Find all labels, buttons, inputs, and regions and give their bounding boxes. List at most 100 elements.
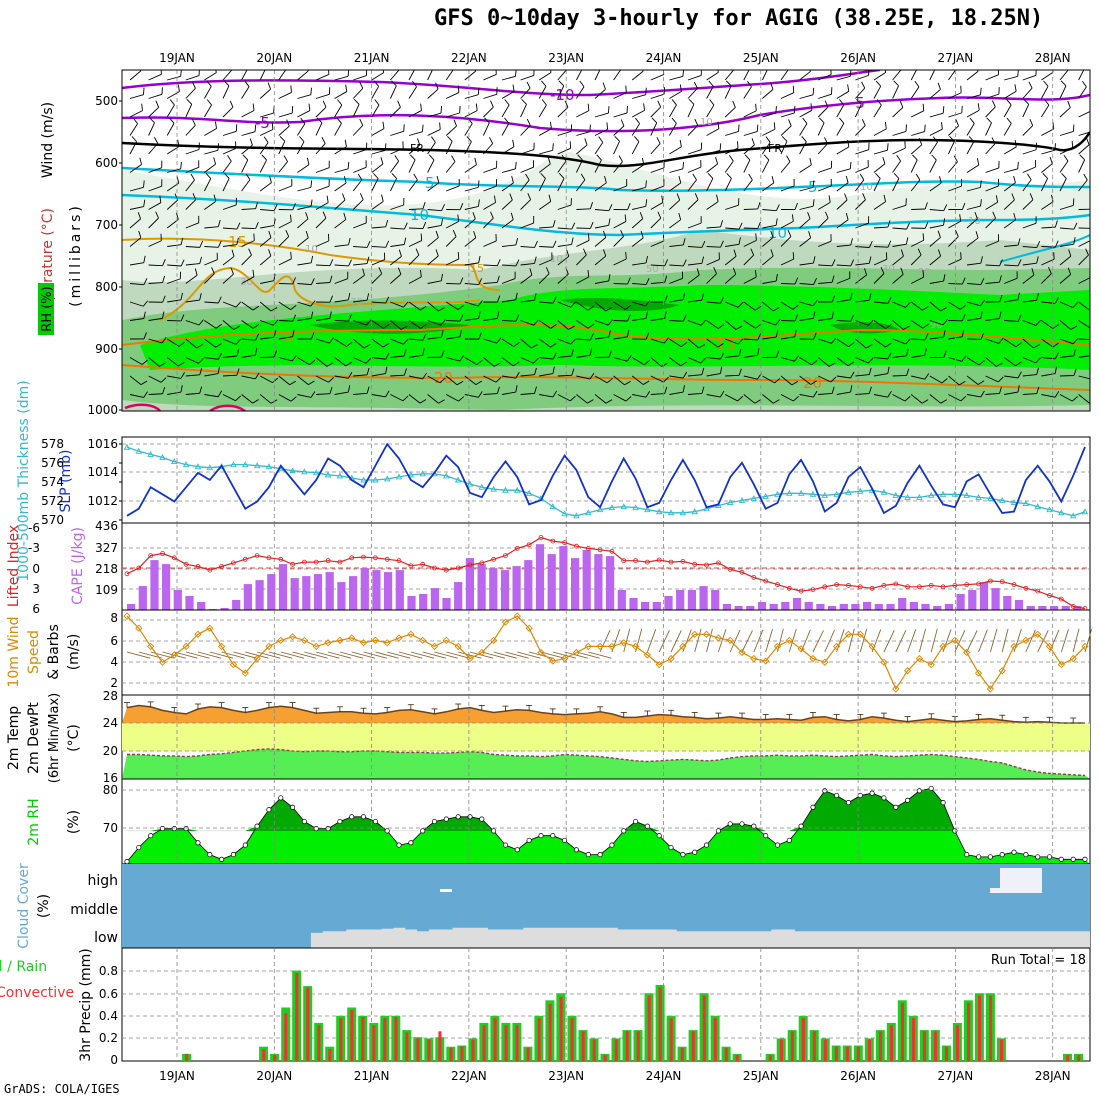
wind-barb bbox=[445, 301, 459, 310]
wind-barb-flag bbox=[534, 367, 537, 375]
wind-barb-flag bbox=[813, 332, 817, 340]
wind-barb bbox=[929, 209, 944, 212]
wind10-speed-point bbox=[395, 634, 403, 642]
wind-barb bbox=[706, 394, 721, 398]
wind-barb-flag bbox=[382, 121, 385, 129]
axis-tick-label: 578 bbox=[41, 437, 64, 451]
wind10-barb bbox=[824, 629, 835, 653]
wind-barb bbox=[371, 259, 385, 266]
cape-bar bbox=[746, 606, 755, 610]
wind-barb bbox=[687, 149, 702, 155]
lifted-index-point bbox=[964, 582, 970, 587]
wind-barb-flag bbox=[420, 103, 422, 111]
wind-barb-flag bbox=[1052, 342, 1059, 348]
wind-barb-flag bbox=[887, 296, 892, 304]
precip-conv-bar bbox=[680, 1047, 684, 1061]
wind-barb bbox=[259, 182, 272, 192]
wind-barb-flag bbox=[974, 211, 978, 219]
thickness-point bbox=[998, 497, 1006, 503]
lifted-index-point bbox=[775, 582, 780, 587]
wind-barb bbox=[1078, 277, 1090, 284]
cape-bar bbox=[313, 574, 323, 610]
wind-barb-flag bbox=[292, 203, 296, 210]
wind10-speed-point bbox=[490, 636, 498, 644]
wind-barb bbox=[780, 185, 795, 192]
wind-barb bbox=[669, 299, 684, 303]
wind-barb bbox=[687, 357, 702, 364]
wind-barb bbox=[167, 75, 181, 81]
cape-bar bbox=[512, 566, 521, 610]
wind-barb bbox=[241, 254, 252, 266]
wind-barb bbox=[1004, 75, 1018, 81]
wind-barb bbox=[185, 357, 199, 364]
wind-barb bbox=[594, 182, 607, 192]
wind-barb bbox=[334, 244, 349, 247]
wind-barb-flag bbox=[605, 307, 613, 312]
wind-barb-flag bbox=[478, 391, 483, 398]
wind10-barb bbox=[966, 630, 978, 653]
rh2m-point bbox=[1058, 856, 1064, 862]
wind-barb bbox=[297, 110, 311, 118]
wind-barb bbox=[1003, 104, 1012, 118]
wind-barb-flag bbox=[1017, 259, 1022, 267]
wind-barb bbox=[818, 74, 832, 81]
wind-barb-flag bbox=[510, 212, 514, 220]
wind-barb bbox=[762, 182, 775, 192]
wind-barb bbox=[985, 106, 996, 118]
wind-barb bbox=[185, 246, 200, 248]
wind-barb bbox=[260, 280, 275, 284]
wind-barb bbox=[334, 264, 349, 267]
wind-barb-flag bbox=[477, 87, 480, 95]
wind10-speed-point bbox=[537, 648, 545, 657]
wind-barb bbox=[910, 70, 917, 81]
wind-barb-flag bbox=[754, 306, 762, 311]
wind-barb-flag bbox=[765, 136, 771, 143]
wind-barb bbox=[594, 224, 609, 229]
wind-barb-flag bbox=[707, 173, 714, 179]
wind-barb-flag bbox=[441, 204, 445, 211]
wind10-barb bbox=[1037, 630, 1049, 653]
wind-barb-flag bbox=[664, 275, 668, 283]
precip-conv-bar bbox=[471, 1039, 475, 1061]
wind-barb bbox=[241, 131, 256, 136]
wind-barb-flag bbox=[422, 124, 424, 132]
precip-conv-bar bbox=[900, 1002, 904, 1061]
wind-barb bbox=[520, 149, 535, 155]
wind-barb bbox=[948, 92, 962, 99]
wind-barb bbox=[539, 373, 554, 377]
wind-barb bbox=[483, 375, 497, 383]
wind-barb bbox=[185, 320, 200, 326]
wind-barb bbox=[222, 148, 237, 155]
wind-barb-flag bbox=[731, 63, 734, 69]
wind-barb-flag bbox=[757, 348, 760, 356]
wind-barb-flag bbox=[143, 311, 146, 319]
wind-barb bbox=[390, 273, 402, 284]
wind-barb bbox=[353, 263, 368, 266]
thickness-point bbox=[171, 458, 178, 465]
wind-barb-flag bbox=[381, 194, 384, 202]
wind-barb bbox=[148, 73, 162, 81]
wind-barb bbox=[911, 354, 926, 358]
wind-barb bbox=[520, 262, 535, 266]
rh2m-point bbox=[751, 823, 757, 829]
wind-barb-flag bbox=[159, 195, 162, 203]
wind-barb-flag bbox=[477, 300, 483, 307]
wind-barb bbox=[631, 70, 644, 81]
thickness-point bbox=[242, 461, 249, 468]
wind-barb bbox=[1004, 299, 1019, 303]
wind-barb bbox=[743, 338, 758, 341]
wind-barb bbox=[1003, 357, 1016, 367]
wind-barb bbox=[1041, 246, 1056, 248]
wind-barb bbox=[1041, 338, 1054, 348]
wind-barb bbox=[241, 375, 256, 380]
wind-barb bbox=[669, 91, 682, 99]
wind-barb-flag bbox=[997, 376, 1004, 383]
wind-barb bbox=[687, 166, 702, 173]
wind-barb bbox=[334, 123, 342, 136]
wind-barb bbox=[204, 128, 217, 136]
wind-barb bbox=[1078, 179, 1088, 192]
cape-bar bbox=[956, 594, 965, 610]
wind-barb bbox=[539, 226, 554, 229]
wind10-speed-point bbox=[1057, 661, 1065, 669]
rh2m-point bbox=[940, 800, 946, 806]
